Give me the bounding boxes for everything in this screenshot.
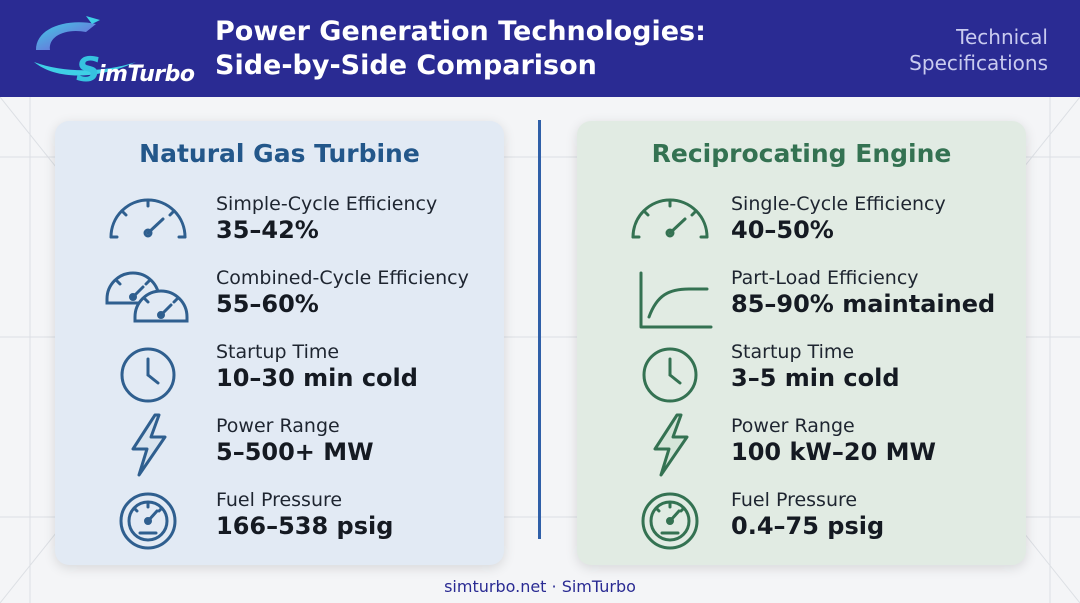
spec-label: Combined-Cycle Efficiency: [216, 267, 469, 289]
spec-label: Startup Time: [731, 341, 855, 363]
spec-row: Power Range 100 kW–20 MW: [577, 413, 1026, 485]
spec-row: Fuel Pressure 166–538 psig: [55, 489, 504, 559]
page-title-line2: Side-by-Side Comparison: [215, 50, 597, 81]
center-divider: [538, 120, 541, 539]
footer-credit[interactable]: simturbo.net · SimTurbo: [444, 577, 636, 596]
page-title: Power Generation Technologies: Side-by-S…: [215, 15, 706, 83]
spec-label: Power Range: [731, 415, 855, 437]
spec-row: Part-Load Efficiency 85–90% maintained: [577, 267, 1026, 337]
spec-value: 55–60%: [216, 290, 319, 318]
header-bar: SimTurbo Power Generation Technologies: …: [0, 0, 1080, 97]
double-speedometer-icon: [105, 271, 189, 323]
spec-label: Startup Time: [216, 341, 340, 363]
logo-swoosh-icon: [34, 16, 136, 76]
natural-gas-turbine-card: Natural Gas Turbine Simple-Cycle Efficie…: [55, 121, 504, 565]
spec-value: 10–30 min cold: [216, 364, 418, 392]
clock-icon: [120, 347, 176, 403]
logo-wordmark: SimTurbo: [76, 50, 195, 90]
spec-label: Fuel Pressure: [731, 489, 858, 511]
spec-value: 0.4–75 psig: [731, 512, 885, 540]
spec-row: Startup Time 3–5 min cold: [577, 341, 1026, 411]
section-tag-line2: Specifications: [909, 51, 1048, 75]
spec-row: Combined-Cycle Efficiency 55–60%: [55, 267, 504, 337]
card-title: Reciprocating Engine: [651, 139, 952, 168]
speedometer-icon: [109, 198, 187, 239]
spec-row: Simple-Cycle Efficiency 35–42%: [55, 193, 504, 263]
speedometer-icon: [631, 198, 709, 239]
spec-label: Power Range: [216, 415, 340, 437]
section-tag-line1: Technical: [956, 25, 1048, 49]
spec-value: 85–90% maintained: [731, 290, 996, 318]
lightning-icon: [131, 413, 167, 477]
spec-value: 166–538 psig: [216, 512, 394, 540]
pressure-gauge-icon: [641, 492, 699, 550]
spec-value: 35–42%: [216, 216, 319, 244]
spec-value: 100 kW–20 MW: [731, 438, 936, 466]
spec-row: Single-Cycle Efficiency 40–50%: [577, 193, 1026, 263]
curve-chart-icon: [639, 271, 713, 329]
spec-label: Simple-Cycle Efficiency: [216, 193, 438, 215]
spec-label: Fuel Pressure: [216, 489, 343, 511]
spec-value: 5–500+ MW: [216, 438, 374, 466]
spec-label: Single-Cycle Efficiency: [731, 193, 946, 215]
spec-row: Power Range 5–500+ MW: [55, 413, 504, 485]
simturbo-logo[interactable]: SimTurbo: [26, 10, 195, 90]
spec-row: Startup Time 10–30 min cold: [55, 341, 504, 411]
clock-icon: [642, 347, 698, 403]
page-title-line1: Power Generation Technologies:: [215, 16, 706, 47]
spec-value: 40–50%: [731, 216, 834, 244]
pressure-gauge-icon: [119, 492, 177, 550]
card-title: Natural Gas Turbine: [139, 139, 420, 168]
section-tag: Technical Specifications: [909, 24, 1048, 76]
spec-label: Part-Load Efficiency: [731, 267, 919, 289]
spec-value: 3–5 min cold: [731, 364, 900, 392]
spec-row: Fuel Pressure 0.4–75 psig: [577, 489, 1026, 559]
lightning-icon: [653, 413, 689, 477]
reciprocating-engine-card: Reciprocating Engine Single-Cycle Effici…: [577, 121, 1026, 565]
